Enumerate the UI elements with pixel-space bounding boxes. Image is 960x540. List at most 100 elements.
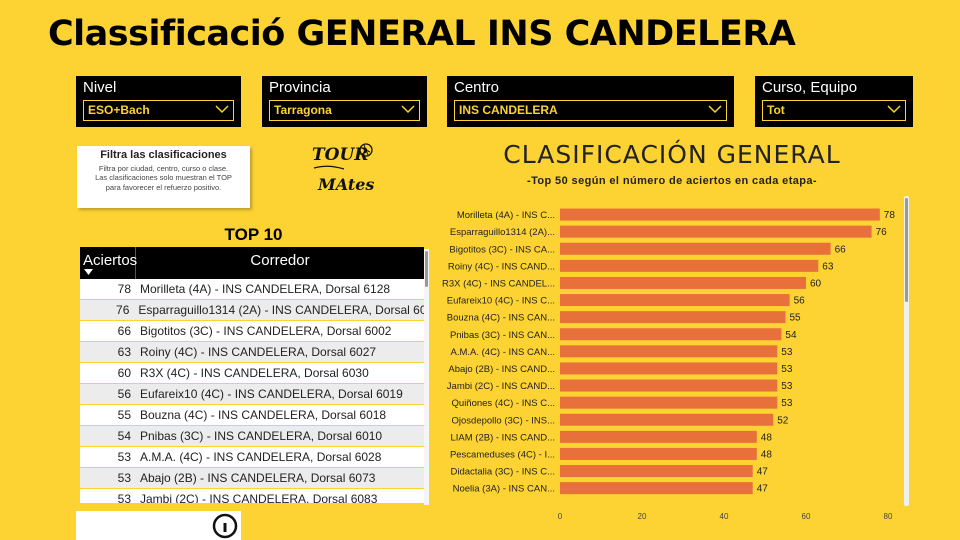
data-label: 63 bbox=[822, 261, 834, 272]
tourmates-logo: TOUR MAtes bbox=[312, 143, 374, 194]
data-label: 60 bbox=[810, 278, 822, 289]
data-label: 76 bbox=[876, 227, 888, 238]
category-label: Eufareix10 (4C) - INS C... bbox=[447, 296, 555, 307]
bar bbox=[560, 430, 757, 443]
info-circle-icon[interactable] bbox=[212, 513, 238, 539]
cell-hits: 63 bbox=[117, 345, 131, 359]
cell-runner: R3X (4C) - INS CANDELERA, Dorsal 6030 bbox=[140, 366, 369, 380]
chart-title: CLASIFICACIÓN GENERAL bbox=[503, 140, 841, 169]
table-header: Aciertos Corredor bbox=[80, 247, 424, 279]
filter-centro-label: Centro bbox=[454, 79, 500, 96]
cell-runner: Jambi (2C) - INS CANDELERA, Dorsal 6083 bbox=[140, 492, 378, 503]
cell-runner: Bouzna (4C) - INS CANDELERA, Dorsal 6018 bbox=[140, 408, 387, 422]
sort-descending-icon[interactable] bbox=[84, 269, 93, 275]
cell-runner: A.M.A. (4C) - INS CANDELERA, Dorsal 6028 bbox=[140, 450, 382, 464]
filter-nivel-label: Nivel bbox=[83, 79, 117, 96]
chart-subtitle: -Top 50 según el número de aciertos en c… bbox=[527, 175, 817, 187]
filter-centro[interactable]: Centro INS CANDELERA bbox=[447, 76, 734, 127]
logo-text-top: TOUR bbox=[312, 145, 368, 165]
category-label: Esparraguillo1314 (2A)... bbox=[450, 227, 555, 238]
filter-curso-equipo-dropdown[interactable]: Tot bbox=[762, 100, 906, 121]
table-row[interactable]: 53 Abajo (2B) - INS CANDELERA, Dorsal 607… bbox=[80, 468, 424, 489]
bar bbox=[560, 345, 778, 358]
chevron-down-icon[interactable] bbox=[401, 104, 415, 114]
bar bbox=[560, 328, 782, 341]
table-row[interactable]: 78 Morilleta (4A) - INS CANDELERA, Dorsal… bbox=[80, 279, 424, 300]
table-row[interactable]: 60 R3X (4C) - INS CANDELERA, Dorsal 6030 bbox=[80, 363, 424, 384]
category-label: Didactalia (3C) - INS C... bbox=[450, 467, 555, 478]
table-row[interactable]: 53 A.M.A. (4C) - INS CANDELERA, Dorsal 60… bbox=[80, 447, 424, 468]
top10-title: TOP 10 bbox=[224, 225, 283, 244]
x-tick-label: 60 bbox=[802, 512, 811, 521]
column-header-hits[interactable]: Aciertos bbox=[80, 247, 138, 279]
table-row[interactable]: 76 Esparraguillo1314 (2A) - INS CANDELERA… bbox=[80, 300, 424, 321]
info-card-line: para favorecer el refuerzo positivo. bbox=[105, 182, 222, 192]
cell-hits: 66 bbox=[117, 324, 131, 338]
filter-provincia-dropdown[interactable]: Tarragona bbox=[269, 100, 420, 121]
table-row[interactable]: 56 Eufareix10 (4C) - INS CANDELERA, Dorsa… bbox=[80, 384, 424, 405]
filter-curso-equipo[interactable]: Curso, Equipo Tot bbox=[755, 76, 913, 127]
table-row[interactable]: 54 Pnibas (3C) - INS CANDELERA, Dorsal 60… bbox=[80, 426, 424, 447]
data-label: 47 bbox=[757, 484, 769, 495]
bar bbox=[560, 413, 774, 426]
cell-hits: 54 bbox=[117, 429, 131, 443]
filter-info-card: Filtra las clasificaciones Filtra por ci… bbox=[77, 146, 250, 208]
data-label: 56 bbox=[794, 296, 806, 307]
filter-curso-equipo-value: Tot bbox=[767, 103, 785, 117]
info-card-text: Filtra por ciudad, centro, curso o clase… bbox=[77, 164, 250, 192]
info-card-line: Filtra por ciudad, centro, curso o clase… bbox=[98, 164, 229, 173]
x-tick-label: 80 bbox=[884, 512, 893, 521]
filter-nivel-dropdown[interactable]: ESO+Bach bbox=[83, 100, 234, 121]
data-label: 53 bbox=[781, 381, 793, 392]
filter-nivel-value: ESO+Bach bbox=[88, 103, 150, 117]
filter-nivel[interactable]: Nivel ESO+Bach bbox=[76, 76, 241, 127]
chevron-down-icon[interactable] bbox=[887, 104, 901, 114]
chevron-down-icon[interactable] bbox=[215, 104, 229, 114]
data-label: 53 bbox=[781, 347, 793, 358]
top10-table: Aciertos Corredor 78 Morilleta (4A) - INS… bbox=[80, 247, 424, 503]
data-label: 78 bbox=[884, 210, 896, 221]
cell-runner: Bigotitos (3C) - INS CANDELERA, Dorsal 6… bbox=[140, 324, 392, 338]
x-tick-label: 20 bbox=[638, 512, 647, 521]
bar bbox=[560, 208, 880, 221]
filter-centro-dropdown[interactable]: INS CANDELERA bbox=[454, 100, 727, 121]
cell-hits: 60 bbox=[117, 366, 131, 380]
category-label: Ojosdepollo (3C) - INS... bbox=[452, 415, 555, 426]
table-scrollbar[interactable] bbox=[424, 249, 429, 505]
table-row[interactable]: 66 Bigotitos (3C) - INS CANDELERA, Dorsal… bbox=[80, 321, 424, 342]
cell-hits: 76 bbox=[116, 303, 130, 317]
cell-runner: Esparraguillo1314 (2A) - INS CANDELERA, … bbox=[138, 303, 424, 317]
filter-centro-value: INS CANDELERA bbox=[459, 103, 558, 117]
category-label: Noelia (3A) - INS CAN... bbox=[453, 484, 555, 495]
bar bbox=[560, 379, 778, 392]
filter-provincia[interactable]: Provincia Tarragona bbox=[262, 76, 427, 127]
table-row[interactable]: 55 Bouzna (4C) - INS CANDELERA, Dorsal 60… bbox=[80, 405, 424, 426]
ranking-bar-chart: Morilleta (4A) - INS C... 78 Esparraguillo… bbox=[442, 196, 909, 521]
category-label: LIAM (2B) - INS CAND... bbox=[450, 432, 555, 443]
chevron-down-icon[interactable] bbox=[708, 104, 722, 114]
table-row[interactable]: 63 Roiny (4C) - INS CANDELERA, Dorsal 602… bbox=[80, 342, 424, 363]
table-body: 78 Morilleta (4A) - INS CANDELERA, Dorsal… bbox=[80, 279, 424, 503]
info-card-title: Filtra las clasificaciones bbox=[100, 149, 227, 161]
cell-hits: 56 bbox=[117, 387, 131, 401]
cell-hits: 53 bbox=[117, 471, 131, 485]
data-label: 48 bbox=[761, 432, 773, 443]
column-header-runner[interactable]: Corredor bbox=[250, 252, 310, 269]
data-label: 55 bbox=[790, 313, 802, 324]
cell-runner: Morilleta (4A) - INS CANDELERA, Dorsal 6… bbox=[140, 282, 391, 296]
chart-scrollbar-thumb[interactable] bbox=[905, 198, 908, 302]
table-scrollbar-thumb[interactable] bbox=[425, 251, 428, 287]
x-tick-label: 40 bbox=[720, 512, 729, 521]
table-row[interactable]: 53 Jambi (2C) - INS CANDELERA, Dorsal 608… bbox=[80, 489, 424, 503]
column-header-hits-label: Aciertos bbox=[83, 252, 138, 269]
data-label: 48 bbox=[761, 449, 773, 460]
cell-hits: 53 bbox=[117, 450, 131, 464]
category-label: R3X (4C) - INS CANDEL... bbox=[442, 278, 555, 289]
category-label: Pescameduses (4C) - I... bbox=[450, 449, 555, 460]
bar bbox=[560, 225, 872, 238]
category-label: Morilleta (4A) - INS C... bbox=[457, 210, 555, 221]
category-label: Abajo (2B) - INS CAND... bbox=[448, 364, 555, 375]
filter-curso-equipo-label: Curso, Equipo bbox=[762, 79, 858, 96]
category-label: Quiñones (4C) - INS C... bbox=[452, 398, 555, 409]
bar bbox=[560, 482, 753, 495]
